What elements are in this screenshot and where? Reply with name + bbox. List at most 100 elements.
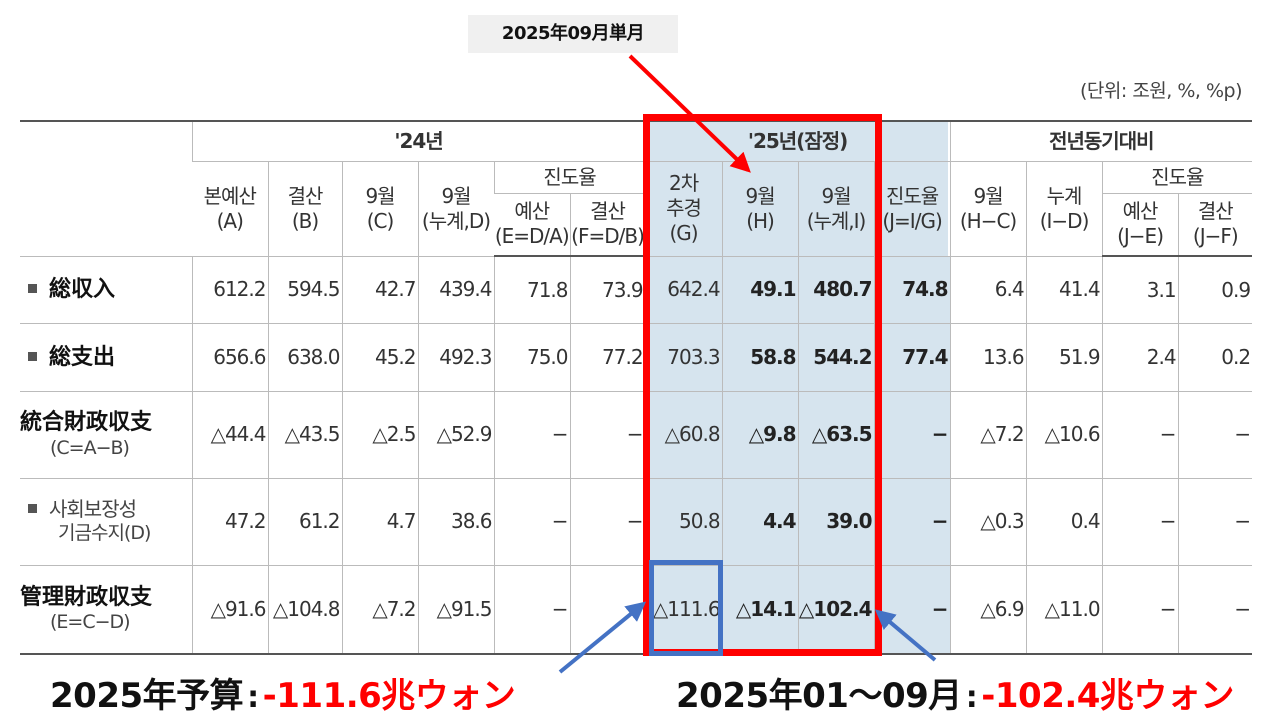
- caption-budget: 2025年予算: -111.6兆ウォン: [50, 668, 516, 717]
- caption-cumulative-value: -102.4兆ウォン: [981, 676, 1234, 716]
- table-cell: −: [569, 391, 646, 479]
- table-cell: −: [493, 478, 570, 566]
- table-cell: 75.0: [493, 323, 570, 392]
- table-cell: △7.2: [949, 391, 1027, 479]
- header-progress-2024: 진도율: [493, 161, 646, 194]
- table-cell: 544.2: [797, 323, 875, 392]
- header-col-id: 누계 (I−D): [1025, 161, 1103, 257]
- table-cell: △104.8: [267, 565, 342, 655]
- header-col-jf: 결산 (J−F): [1177, 193, 1253, 257]
- table-row: 総収入 612.2 594.5 42.7 439.4 71.8 73.9 642.4 49.1 4…: [20, 256, 1253, 325]
- table-cell: 61.2: [267, 478, 342, 566]
- table-cell: △91.5: [417, 565, 494, 655]
- table-cell: 492.3: [417, 323, 494, 392]
- table-cell: −: [873, 565, 951, 655]
- row-label-sub: (E=C−D): [50, 611, 131, 634]
- table-cell: 73.9: [569, 256, 646, 325]
- table-cell: △52.9: [417, 391, 494, 479]
- table-cell: △111.6: [644, 565, 723, 655]
- table-cell: 42.7: [341, 256, 418, 325]
- header-group-2024: '24년: [191, 121, 646, 162]
- bullet-square-icon: [28, 504, 37, 514]
- table-cell: △2.5: [341, 391, 418, 479]
- table-cell: 0.2: [1177, 323, 1253, 392]
- table-cell: 642.4: [644, 256, 723, 325]
- row-label-text: 사회보장성: [49, 497, 137, 522]
- caption-budget-value: -111.6兆ウォン: [262, 676, 516, 716]
- table-cell: −: [569, 478, 646, 566]
- table-cell: 58.8: [721, 323, 799, 392]
- table-cell: 4.4: [721, 478, 799, 566]
- table-cell: 594.5: [267, 256, 342, 325]
- header-col-hc: 9월 (H−C): [949, 161, 1027, 257]
- header-col-a: 본예산 (A): [192, 161, 268, 257]
- row-label: 総収入: [20, 256, 192, 325]
- table-cell: −: [569, 565, 646, 655]
- header-col-d: 9월 (누계,D): [417, 161, 494, 257]
- row-label-sub: 기금수지(D): [58, 522, 151, 545]
- table-cell: 41.4: [1025, 256, 1103, 325]
- table-cell: 6.4: [949, 256, 1027, 325]
- table-cell: △91.6: [191, 565, 268, 655]
- bullet-square-icon: [28, 284, 37, 294]
- header-col-f: 결산 (F=D/B): [569, 193, 646, 257]
- table-cell: −: [873, 478, 951, 566]
- table-cell: 2.4: [1101, 323, 1179, 392]
- table-cell: △7.2: [341, 565, 418, 655]
- table-cell: △10.6: [1025, 391, 1103, 479]
- table-cell: 13.6: [949, 323, 1027, 392]
- table-cell: −: [493, 565, 570, 655]
- table-row: 管理財政収支 (E=C−D) △91.6 △104.8 △7.2 △91.5− − △111.…: [20, 565, 1253, 655]
- caption-cumulative: 2025年01～09月: -102.4兆ウォン: [676, 668, 1234, 717]
- fiscal-table: '24년 '25년(잠정) 전년동기대비 본예산 (A) 결산 (B) 9월 (C) …: [20, 120, 1253, 655]
- table-cell: 77.2: [569, 323, 646, 392]
- caption-cumulative-label: 2025年01～09月: [676, 676, 962, 716]
- row-label-text: 管理財政収支: [20, 584, 153, 610]
- table-cell: −: [1177, 391, 1253, 479]
- row-label: 統合財政収支 (C=A−B): [20, 391, 192, 479]
- header-col-i: 9월 (누계,I): [797, 161, 875, 257]
- table-cell: −: [1101, 478, 1179, 566]
- highlight-budget-cell-box: [649, 560, 723, 656]
- table-cell: △14.1: [721, 565, 799, 655]
- table-cell: 49.1: [721, 256, 799, 325]
- table-cell: 47.2: [191, 478, 268, 566]
- header-progress-yoy: 진도율: [1101, 161, 1253, 194]
- table-cell: 77.4: [873, 323, 951, 392]
- table-cell: △11.0: [1025, 565, 1103, 655]
- table-cell: 0.9: [1177, 256, 1253, 325]
- bullet-square-icon: [28, 351, 37, 361]
- table-cell: 51.9: [1025, 323, 1103, 392]
- table-cell: 71.8: [493, 256, 570, 325]
- row-label: 사회보장성 기금수지(D): [20, 478, 192, 566]
- header-col-h: 9월 (H): [721, 161, 799, 257]
- caption-budget-colon: :: [247, 680, 259, 715]
- row-label-text: 統合財政収支: [20, 410, 153, 436]
- table-cell: −: [1177, 478, 1253, 566]
- table-cell: △0.3: [949, 478, 1027, 566]
- table-cell: 4.7: [341, 478, 418, 566]
- table-cell: 38.6: [417, 478, 494, 566]
- row-label-sub: (C=A−B): [50, 436, 130, 459]
- table-cell: 3.1: [1101, 256, 1179, 325]
- table-cell: △60.8: [644, 391, 723, 479]
- header-col-je: 예산 (J−E): [1101, 193, 1179, 257]
- header-col-b: 결산 (B): [267, 161, 342, 257]
- row-label: 総支出: [20, 323, 192, 392]
- table-cell: 480.7: [797, 256, 875, 325]
- table-cell: 45.2: [341, 323, 418, 392]
- header-col-j: 진도율 (J=I/G): [873, 161, 951, 257]
- header-col-c: 9월 (C): [341, 161, 418, 257]
- unit-note: (단위: 조원, %, %p): [1080, 80, 1243, 102]
- table-cell: 638.0: [267, 323, 342, 392]
- row-label-text: 総収入: [49, 277, 116, 303]
- table-cell: 39.0: [797, 478, 875, 566]
- row-label: 管理財政収支 (E=C−D): [20, 565, 192, 655]
- table-cell: −: [1101, 391, 1179, 479]
- table-row: 総支出 656.6 638.0 45.2 492.3 75.0 77.2 703.3 58.8 5…: [20, 323, 1253, 392]
- table-cell: 656.6: [191, 323, 268, 392]
- table-row: 統合財政収支 (C=A−B) △44.4 △43.5 △2.5 △52.9− − △60.8 △…: [20, 391, 1253, 479]
- row-label-text: 総支出: [49, 344, 116, 370]
- header-group-yoy: 전년동기대비: [949, 121, 1253, 162]
- table-cell: 612.2: [191, 256, 268, 325]
